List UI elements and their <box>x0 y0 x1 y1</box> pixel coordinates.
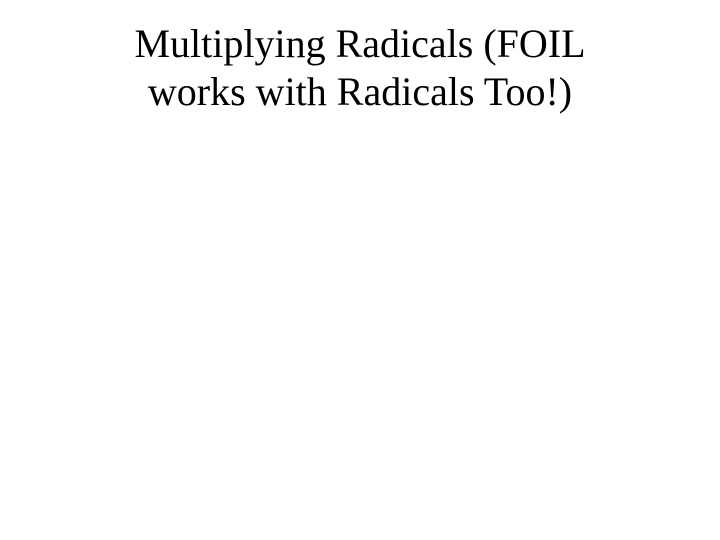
title-line-2: works with Radicals Too!) <box>148 69 572 114</box>
title-line-1: Multiplying Radicals (FOIL <box>134 21 585 66</box>
slide-container: Multiplying Radicals (FOIL works with Ra… <box>0 0 720 540</box>
slide-title: Multiplying Radicals (FOIL works with Ra… <box>0 20 720 116</box>
